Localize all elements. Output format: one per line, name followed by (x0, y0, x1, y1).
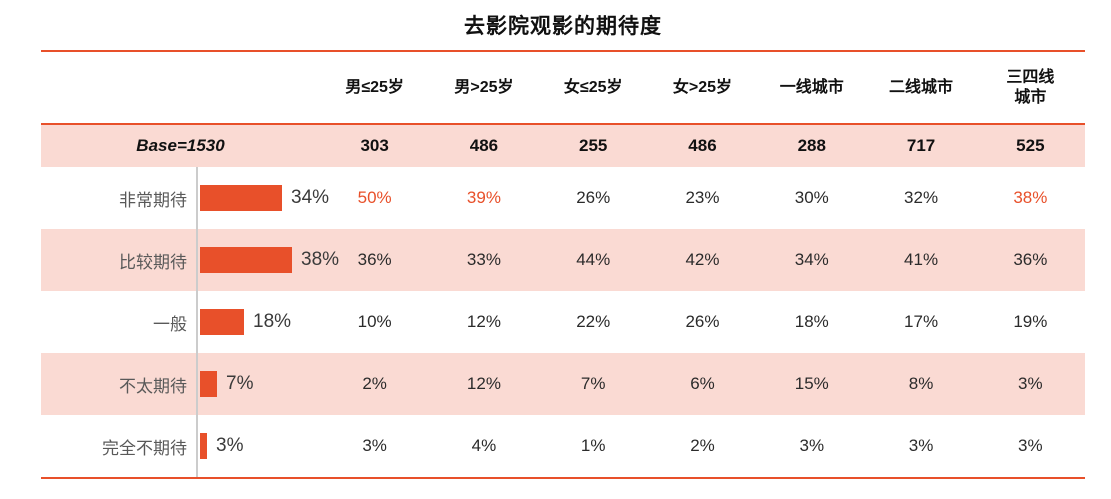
table-cell: 3% (1018, 436, 1043, 455)
table-cell: 36% (357, 250, 392, 269)
table-cell: 41% (904, 250, 939, 269)
table-cell: 23% (685, 188, 720, 207)
table-cell: 3% (908, 436, 934, 455)
chart-content: 去影院观影的期待度 男≤25岁 男>25岁 女≤25岁 女>25岁 一线城市 二… (41, 0, 1085, 479)
table-row-quite-expectant: 比较期待 38% 36% 33% 44% 42% 34% 41% 36% (41, 229, 1085, 291)
bar (200, 433, 207, 459)
category-bar-cell: 比较期待 38% (41, 229, 339, 291)
table-cell: 34% (794, 250, 829, 269)
bar-area: 34% (200, 185, 329, 211)
category-bar-cell: 完全不期待 3% (41, 415, 320, 477)
table-cell: 3% (362, 436, 387, 455)
column-header-male-over25: 男>25岁 (454, 78, 514, 96)
table-cell: 33% (466, 250, 501, 269)
category-bar-cell: 不太期待 7% (41, 353, 320, 415)
table-cell: 7% (580, 374, 606, 393)
table-cell: 4% (471, 436, 497, 455)
table-cell: 19% (1013, 312, 1048, 331)
row-label: 比较期待 (119, 252, 187, 272)
bar-value-label: 38% (301, 249, 340, 270)
table-cell: 17% (904, 312, 939, 331)
table-cell: 2% (362, 374, 387, 393)
bottom-border-line (41, 477, 1085, 479)
bar-area: 7% (200, 371, 253, 397)
table-cell: 38% (1013, 188, 1048, 207)
bar-value-label: 7% (226, 373, 254, 394)
table-cell: 26% (685, 312, 720, 331)
table-cell: 8% (908, 374, 934, 393)
base-value: 486 (688, 136, 717, 155)
table-row-not-at-all-expectant: 完全不期待 3% 3% 4% 1% 2% 3% 3% 3% (41, 415, 1085, 477)
bar (200, 185, 282, 211)
base-value: 288 (797, 136, 826, 155)
table-row-neutral: 一般 18% 10% 12% 22% 26% 18% 17% 19% (41, 291, 1085, 353)
bar-area: 18% (200, 309, 291, 335)
row-label: 一般 (153, 314, 187, 334)
table-cell: 39% (466, 188, 501, 207)
table-row-very-expectant: 非常期待 34% 50% 39% 26% 23% 30% 32% 38% (41, 167, 1085, 229)
bar-value-label: 34% (291, 187, 330, 208)
table-cell: 22% (576, 312, 611, 331)
table-cell: 44% (576, 250, 611, 269)
table-cell: 26% (576, 188, 611, 207)
bar (200, 247, 292, 273)
base-row: Base=1530 303 486 255 486 288 717 525 (41, 123, 1085, 167)
base-value: 303 (360, 136, 389, 155)
base-label: Base=1530 (136, 136, 225, 155)
table-cell: 12% (466, 312, 501, 331)
table-cell: 15% (794, 374, 829, 393)
table-row-not-expectant: 不太期待 7% 2% 12% 7% 6% 15% 8% 3% (41, 353, 1085, 415)
category-bar-cell: 非常期待 34% (41, 167, 329, 229)
table-cell: 18% (794, 312, 829, 331)
table-cell: 3% (799, 436, 825, 455)
base-value: 525 (1016, 136, 1045, 155)
table-cell: 2% (690, 436, 715, 455)
base-value: 255 (579, 136, 608, 155)
bar-area: 38% (200, 247, 339, 273)
data-rows: 非常期待 34% 50% 39% 26% 23% 30% 32% 38% 比较期… (41, 167, 1085, 477)
column-header-tier34-city: 三四线城市 (976, 68, 1085, 108)
bar (200, 371, 217, 397)
row-label: 非常期待 (119, 190, 187, 210)
bar-axis-line (196, 167, 198, 477)
bar-value-label: 18% (253, 311, 292, 332)
column-header-female-under25: 女≤25岁 (563, 78, 623, 96)
chart-title: 去影院观影的期待度 (41, 0, 1085, 52)
table-cell: 32% (904, 188, 939, 207)
table-cell: 3% (1018, 374, 1043, 393)
bar-value-label: 3% (216, 435, 244, 456)
table-cell: 12% (466, 374, 501, 393)
table-cell: 50% (357, 188, 392, 207)
column-header-female-over25: 女>25岁 (672, 78, 733, 96)
table-cell: 42% (685, 250, 720, 269)
bar (200, 309, 244, 335)
column-header-tier34-city-label: 三四线城市 (1006, 68, 1055, 106)
table-cell: 10% (357, 312, 392, 331)
column-header-row: 男≤25岁 男>25岁 女≤25岁 女>25岁 一线城市 二线城市 三四线城市 (41, 52, 1085, 123)
row-label: 完全不期待 (102, 438, 187, 458)
column-header-tier1-city: 一线城市 (779, 78, 844, 96)
base-value: 486 (469, 136, 499, 155)
table-cell: 1% (580, 436, 606, 455)
category-bar-cell: 一般 18% (41, 291, 320, 353)
base-value: 717 (906, 136, 936, 155)
table-cell: 30% (794, 188, 829, 207)
column-header-male-under25: 男≤25岁 (345, 78, 404, 96)
bar-area: 3% (200, 433, 243, 459)
column-header-tier2-city: 二线城市 (889, 78, 954, 96)
table-cell: 36% (1013, 250, 1048, 269)
row-label: 不太期待 (119, 376, 187, 396)
table-cell: 6% (690, 374, 715, 393)
